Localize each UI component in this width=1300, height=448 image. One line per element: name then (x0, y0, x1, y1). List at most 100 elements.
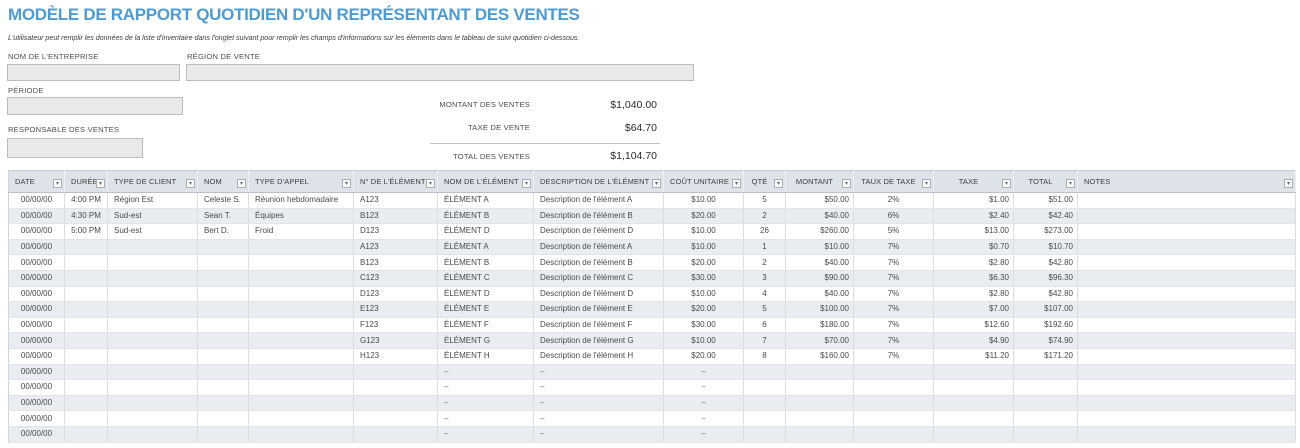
cell-tax-rate[interactable]: 7% (853, 270, 934, 287)
cell-qty[interactable] (743, 395, 786, 412)
cell-item-name[interactable]: – (437, 379, 534, 396)
cell-tax[interactable]: $2.80 (933, 286, 1014, 303)
cell-tax-rate[interactable]: 5% (853, 223, 934, 240)
column-header-unit-cost[interactable]: COÛT UNITAIRE ▾ (663, 170, 744, 193)
cell-tax[interactable] (933, 364, 1014, 381)
cell-tax[interactable]: $7.00 (933, 301, 1014, 318)
cell-amount[interactable]: $180.00 (785, 317, 854, 334)
cell-duration[interactable]: 5:00 PM (64, 223, 108, 240)
cell-notes[interactable] (1077, 348, 1296, 365)
cell-qty[interactable] (743, 379, 786, 396)
cell-call-type[interactable] (248, 395, 354, 412)
cell-item-name[interactable]: ÉLÉMENT C (437, 270, 534, 287)
cell-client-type[interactable] (107, 239, 198, 256)
cell-amount[interactable]: $40.00 (785, 208, 854, 225)
cell-name[interactable] (197, 254, 249, 271)
cell-item-description[interactable]: Description de l'élément E (533, 301, 664, 318)
cell-name[interactable] (197, 348, 249, 365)
cell-total[interactable]: $42.80 (1013, 286, 1078, 303)
column-header-total[interactable]: TOTAL ▾ (1013, 170, 1078, 193)
cell-date[interactable]: 00/00/00 (8, 332, 65, 349)
cell-notes[interactable] (1077, 410, 1296, 427)
cell-tax[interactable]: $12.60 (933, 317, 1014, 334)
cell-item-description[interactable]: – (533, 364, 664, 381)
cell-unit-cost[interactable]: $20.00 (663, 301, 744, 318)
cell-call-type[interactable] (248, 254, 354, 271)
cell-tax-rate[interactable] (853, 410, 934, 427)
cell-tax[interactable] (933, 426, 1014, 443)
cell-item-number[interactable]: G123 (353, 332, 438, 349)
column-header-notes[interactable]: NOTES ▾ (1077, 170, 1296, 193)
cell-item-number[interactable] (353, 426, 438, 443)
cell-duration[interactable] (64, 426, 108, 443)
cell-unit-cost[interactable]: $10.00 (663, 239, 744, 256)
cell-tax-rate[interactable] (853, 426, 934, 443)
cell-qty[interactable]: 5 (743, 192, 786, 209)
cell-item-description[interactable]: Description de l'élément G (533, 332, 664, 349)
cell-tax-rate[interactable] (853, 395, 934, 412)
cell-qty[interactable]: 2 (743, 208, 786, 225)
cell-item-description[interactable]: Description de l'élément D (533, 286, 664, 303)
cell-duration[interactable]: 4:00 PM (64, 192, 108, 209)
cell-total[interactable] (1013, 379, 1078, 396)
cell-call-type[interactable] (248, 270, 354, 287)
cell-name[interactable] (197, 239, 249, 256)
cell-client-type[interactable] (107, 254, 198, 271)
cell-name[interactable] (197, 379, 249, 396)
cell-unit-cost[interactable]: $30.00 (663, 270, 744, 287)
cell-amount[interactable]: $260.00 (785, 223, 854, 240)
cell-tax-rate[interactable] (853, 379, 934, 396)
cell-qty[interactable] (743, 426, 786, 443)
cell-notes[interactable] (1077, 239, 1296, 256)
cell-item-number[interactable]: A123 (353, 192, 438, 209)
cell-client-type[interactable] (107, 270, 198, 287)
cell-name[interactable] (197, 317, 249, 334)
cell-amount[interactable]: $50.00 (785, 192, 854, 209)
cell-name[interactable]: Bert D. (197, 223, 249, 240)
cell-client-type[interactable]: Sud-est (107, 223, 198, 240)
cell-item-description[interactable]: Description de l'élément B (533, 254, 664, 271)
cell-amount[interactable] (785, 379, 854, 396)
cell-qty[interactable]: 26 (743, 223, 786, 240)
cell-date[interactable]: 00/00/00 (8, 364, 65, 381)
cell-total[interactable]: $42.40 (1013, 208, 1078, 225)
cell-date[interactable]: 00/00/00 (8, 301, 65, 318)
cell-date[interactable]: 00/00/00 (8, 270, 65, 287)
cell-client-type[interactable] (107, 379, 198, 396)
cell-amount[interactable]: $100.00 (785, 301, 854, 318)
cell-item-name[interactable]: ÉLÉMENT F (437, 317, 534, 334)
cell-client-type[interactable] (107, 426, 198, 443)
cell-call-type[interactable]: Réunion hebdomadaire (248, 192, 354, 209)
filter-dropdown-icon[interactable]: ▾ (342, 179, 351, 188)
cell-tax-rate[interactable]: 7% (853, 317, 934, 334)
cell-duration[interactable] (64, 379, 108, 396)
cell-client-type[interactable] (107, 410, 198, 427)
cell-item-name[interactable]: ÉLÉMENT A (437, 239, 534, 256)
period-input[interactable] (7, 97, 183, 115)
cell-amount[interactable]: $70.00 (785, 332, 854, 349)
cell-amount[interactable]: $40.00 (785, 286, 854, 303)
cell-total[interactable]: $192.60 (1013, 317, 1078, 334)
cell-item-name[interactable]: – (437, 395, 534, 412)
cell-qty[interactable]: 4 (743, 286, 786, 303)
cell-unit-cost[interactable]: $10.00 (663, 192, 744, 209)
filter-dropdown-icon[interactable]: ▾ (652, 179, 661, 188)
cell-call-type[interactable] (248, 426, 354, 443)
cell-call-type[interactable] (248, 301, 354, 318)
cell-tax[interactable]: $0.70 (933, 239, 1014, 256)
cell-item-description[interactable]: Description de l'élément D (533, 223, 664, 240)
cell-item-number[interactable]: B123 (353, 254, 438, 271)
cell-duration[interactable] (64, 286, 108, 303)
cell-amount[interactable] (785, 395, 854, 412)
cell-total[interactable]: $107.00 (1013, 301, 1078, 318)
cell-client-type[interactable]: Région Est (107, 192, 198, 209)
cell-tax[interactable] (933, 410, 1014, 427)
cell-tax-rate[interactable]: 7% (853, 348, 934, 365)
filter-dropdown-icon[interactable]: ▾ (1002, 179, 1011, 188)
cell-notes[interactable] (1077, 379, 1296, 396)
cell-total[interactable]: $273.00 (1013, 223, 1078, 240)
cell-total[interactable]: $96.30 (1013, 270, 1078, 287)
sales-region-input[interactable] (186, 64, 694, 81)
column-header-date[interactable]: DATE ▾ (8, 170, 65, 193)
cell-notes[interactable] (1077, 192, 1296, 209)
